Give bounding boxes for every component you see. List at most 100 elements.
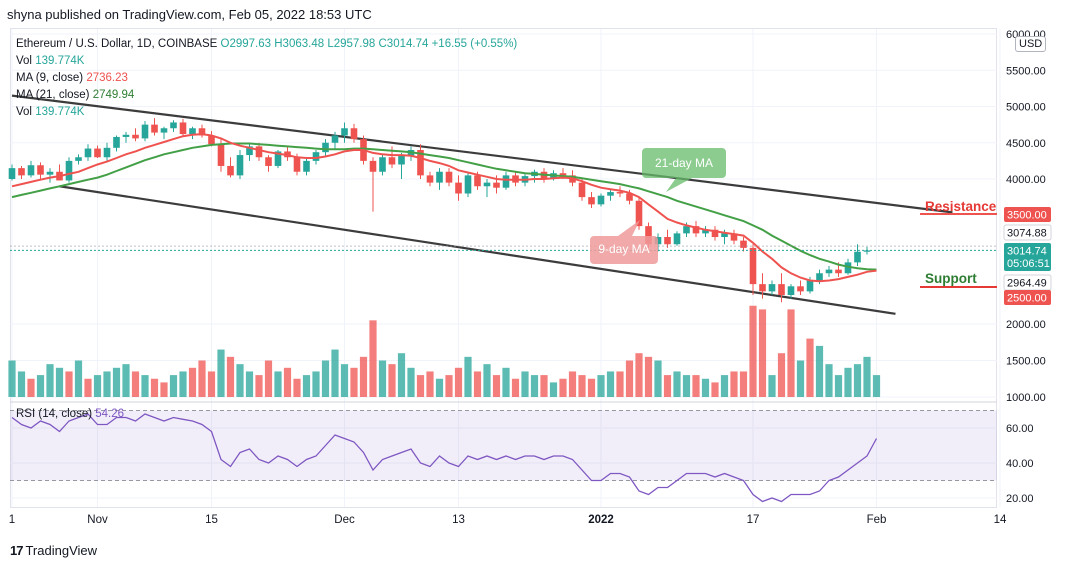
volume-bar — [160, 382, 168, 397]
rsi-legend: RSI (14, close) 54.26 — [16, 408, 124, 420]
volume-bar — [654, 360, 662, 397]
candle-body — [816, 273, 823, 281]
volume-bar — [815, 345, 824, 397]
volume-bar — [36, 375, 45, 397]
candle-body — [806, 280, 814, 292]
x-tick-label: Dec — [334, 514, 355, 526]
candle-body — [303, 160, 310, 172]
rsi-line — [11, 413, 878, 503]
volume-bar — [663, 375, 672, 397]
volume-bar — [521, 371, 529, 397]
ma9-label: MA (9, close) — [16, 72, 84, 84]
volume-bar — [207, 371, 216, 397]
volume-bar — [55, 367, 64, 397]
volume-bar — [682, 375, 691, 397]
candle-body — [730, 233, 738, 241]
candle-body — [208, 135, 215, 145]
rsi-band-fill — [10, 410, 997, 481]
price-tick-label: 1000.00 — [1006, 392, 1046, 404]
volume-bar — [445, 375, 453, 397]
volume-bar — [74, 360, 83, 397]
volume-bar — [378, 360, 387, 397]
price-tag-label: 3014.74 — [1007, 246, 1047, 258]
candle-body — [797, 286, 804, 292]
candle-body — [455, 182, 462, 194]
volume-bar — [350, 367, 358, 397]
candle-body — [312, 152, 320, 161]
candle-body — [265, 157, 272, 166]
volume-bar — [730, 371, 738, 397]
candle-body — [588, 197, 595, 205]
x-tick-label: 1 — [9, 514, 15, 526]
candle-body — [341, 128, 348, 136]
volume-bar — [103, 371, 111, 397]
candles — [8, 118, 871, 303]
open-value: O2997.63 — [220, 38, 272, 50]
candle-body — [768, 284, 776, 292]
candle-body — [369, 160, 377, 172]
candle-body — [227, 165, 234, 176]
candle-body — [293, 157, 301, 172]
volume-bar — [692, 375, 700, 397]
candle-body — [616, 192, 624, 194]
candle-body — [27, 165, 35, 176]
volume-bar — [426, 371, 434, 397]
volume-bar — [720, 375, 729, 397]
candle-body — [322, 142, 329, 153]
rsi-polyline — [11, 413, 878, 503]
volume-bar — [169, 375, 178, 397]
candle-body — [75, 157, 82, 161]
volume-bar — [435, 378, 444, 397]
volume-bar — [625, 360, 634, 397]
x-tick-label: 17 — [747, 514, 760, 526]
candle-body — [607, 192, 614, 196]
volume-bar — [141, 375, 149, 397]
candle-body — [863, 250, 871, 252]
ma9-value: 2736.23 — [86, 72, 128, 84]
volume-bar — [758, 309, 767, 397]
high-value: H3063.48 — [274, 38, 325, 50]
volume-bar — [359, 356, 368, 397]
candle-body — [65, 160, 73, 181]
ma21-row: MA (21, close) 2749.94 — [16, 87, 517, 104]
volume-bars — [8, 305, 881, 397]
candle-body — [388, 157, 396, 165]
candle-body — [132, 134, 139, 139]
candle-body — [84, 148, 92, 158]
volume-bar — [407, 367, 415, 397]
candle-body — [8, 168, 16, 179]
volume-bar — [768, 375, 776, 397]
candle-body — [692, 226, 700, 234]
volume-bar — [331, 349, 339, 397]
volume-bar — [131, 371, 140, 397]
candle-body — [740, 240, 747, 248]
volume-bar — [777, 353, 786, 397]
volume-bar — [578, 375, 586, 397]
x-tick-label: 2022 — [588, 514, 614, 526]
candle-body — [483, 182, 491, 187]
rsi-tick-label: 20.00 — [1006, 493, 1034, 505]
x-tick-label: Feb — [867, 514, 887, 526]
currency-badge[interactable]: USD — [1015, 36, 1047, 52]
candle-body — [103, 147, 111, 158]
low-value: L2957.98 — [327, 38, 376, 50]
ma21-label: MA (21, close) — [16, 89, 90, 101]
rsi-band — [10, 410, 997, 481]
candle-body — [749, 247, 757, 285]
tradingview-footer[interactable]: 17 TradingView — [10, 543, 97, 558]
chart-panel — [10, 28, 997, 508]
candle-body — [151, 124, 158, 133]
candle-body — [759, 284, 766, 292]
volume-row: Vol 139.774K — [16, 53, 517, 70]
volume-bar — [739, 371, 748, 397]
volume-bar — [511, 378, 520, 397]
candle-body — [350, 128, 358, 140]
x-tick-label: 13 — [452, 514, 465, 526]
rsi-tick-label: 60.00 — [1006, 423, 1034, 435]
annotations: Resistance Support 21-day MA 9-day MA — [590, 148, 997, 288]
volume-bar — [65, 371, 73, 397]
rsi-value: 54.26 — [95, 408, 125, 420]
candle-body — [331, 135, 339, 143]
ma21-value: 2749.94 — [92, 89, 135, 101]
